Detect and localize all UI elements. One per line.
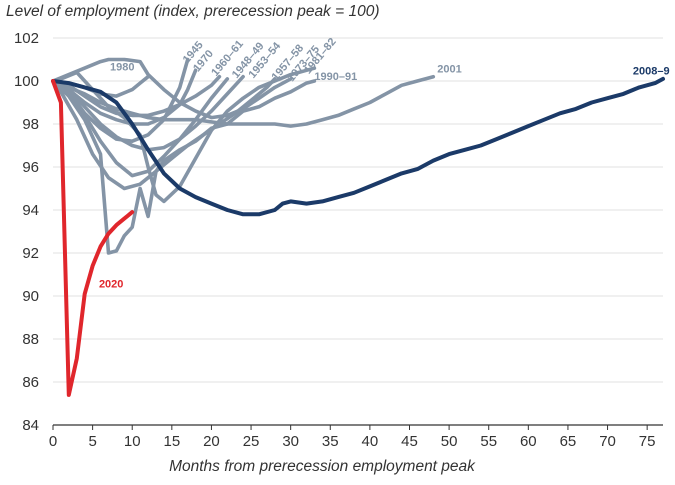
y-tick-label: 88 — [22, 331, 39, 348]
axes: 84 86 88 90 92 94 96 98 100 102 0 5 10 15 20 25 30 35 40 45… — [14, 30, 663, 450]
series-line-1953-54 — [51, 74, 245, 152]
y-tick-label: 96 — [22, 159, 39, 176]
series-line-2008-9 — [51, 76, 665, 217]
series-line-1948-49 — [51, 77, 230, 178]
x-tick-label: 10 — [124, 433, 141, 450]
chart-title: Level of employment (index, prerecession… — [6, 3, 380, 20]
x-tick-label: 75 — [639, 433, 656, 450]
y-tick-label: 100 — [14, 73, 39, 90]
x-tick-label: 5 — [88, 433, 96, 450]
y-tick-label: 98 — [22, 116, 39, 133]
y-tick-label: 84 — [22, 417, 39, 434]
y-tick-label: 90 — [22, 288, 39, 305]
x-axis-title: Months from prerecession employment peak — [169, 458, 476, 475]
x-tick-label: 60 — [520, 433, 537, 450]
series-line-2020 — [51, 79, 135, 397]
x-tick-label: 35 — [322, 433, 339, 450]
y-tick-label: 94 — [22, 202, 39, 219]
x-tick-label: 40 — [362, 433, 379, 450]
series-line-2001 — [51, 74, 436, 128]
series-label-1990-91: 1990–91 — [314, 71, 357, 83]
y-tick-label: 102 — [14, 30, 39, 47]
x-tick-label: 20 — [203, 433, 220, 450]
y-tick-label: 92 — [22, 245, 39, 262]
x-tick-label: 30 — [282, 433, 299, 450]
x-tick-label: 70 — [599, 433, 616, 450]
series-label-1980: 1980 — [110, 61, 134, 73]
x-tick-label: 65 — [560, 433, 577, 450]
x-tick-label: 55 — [480, 433, 497, 450]
series-label-2020: 2020 — [99, 278, 123, 290]
series-label-2001: 2001 — [437, 63, 461, 75]
y-tick-label: 86 — [22, 374, 39, 391]
series-label-2008-9: 2008–9 — [633, 66, 670, 78]
gridlines — [53, 37, 663, 383]
series-line-1973-75 — [51, 57, 293, 120]
x-tick-label: 25 — [243, 433, 260, 450]
x-tick-label: 45 — [401, 433, 418, 450]
x-tick-label: 0 — [49, 433, 57, 450]
x-tick-label: 15 — [163, 433, 180, 450]
series-lines — [51, 57, 665, 397]
series-line-1981-82 — [51, 66, 317, 204]
x-tick-label: 50 — [441, 433, 458, 450]
